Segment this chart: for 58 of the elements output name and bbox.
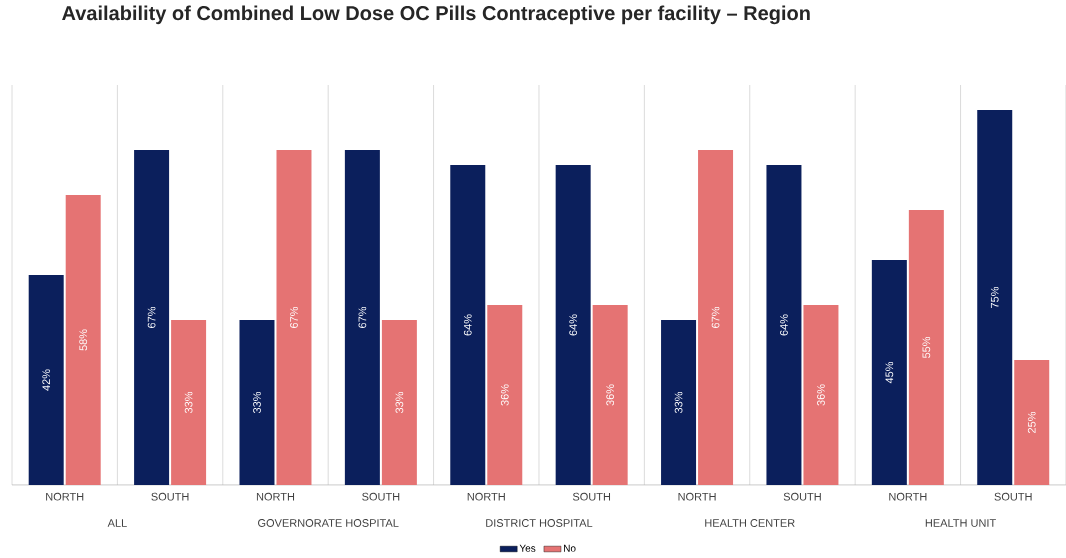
- data-label: 42%: [42, 369, 51, 391]
- x-tick-label: NORTH: [678, 492, 716, 501]
- text: HEALTH UNIT: [925, 519, 996, 527]
- data-label: 75%: [990, 286, 999, 308]
- bar: [28, 275, 64, 485]
- bar: [661, 320, 697, 485]
- text: HEALTH CENTER: [705, 519, 795, 527]
- data-label: 67%: [711, 306, 720, 328]
- bar: [171, 320, 207, 485]
- chart-title: Availability of Combined Low Dose OC Pills Contraceptive per facility – Region: [62, 5, 810, 25]
- bar: [381, 320, 417, 485]
- data-label: 36%: [817, 384, 825, 406]
- data-label: 64%: [569, 314, 578, 336]
- bar: [65, 195, 101, 485]
- data-label: 55%: [922, 336, 931, 359]
- data-label: 36%: [606, 384, 615, 406]
- text: GOVERNORATE HOSPITAL: [258, 519, 399, 527]
- bar: [698, 150, 734, 485]
- data-label: 64%: [780, 314, 788, 336]
- data-label: 45%: [885, 361, 894, 384]
- bar: [592, 305, 628, 485]
- x-tick-label: SOUTH: [572, 492, 611, 501]
- data-label: 33%: [395, 391, 404, 414]
- data-label: 36%: [500, 384, 509, 406]
- bar: [134, 150, 170, 485]
- data-label: 33%: [184, 391, 193, 414]
- x-tick-label: NORTH: [256, 492, 295, 501]
- x-tick-label: NORTH: [467, 492, 505, 501]
- x-tick-label: SOUTH: [151, 492, 189, 501]
- data-label: 64%: [463, 314, 472, 336]
- x-tick-label: NORTH: [889, 492, 927, 501]
- data-label: 25%: [1027, 411, 1036, 433]
- data-label: 33%: [253, 391, 261, 414]
- legend-label: No: [564, 544, 576, 552]
- data-label: 67%: [358, 306, 367, 328]
- x-tick-label: SOUTH: [994, 492, 1032, 501]
- data-label: 67%: [147, 306, 156, 328]
- data-label: 58%: [79, 329, 88, 351]
- bar: [344, 150, 380, 485]
- x-tick-label: SOUTH: [783, 492, 821, 501]
- bar: [239, 320, 275, 485]
- bar: [1014, 360, 1050, 485]
- text: DISTRICT HOSPITAL: [486, 519, 593, 527]
- x-tick-label: NORTH: [46, 492, 84, 501]
- data-label: 33%: [674, 391, 683, 414]
- bar: [766, 165, 802, 485]
- bar: [450, 165, 486, 485]
- bar: [908, 210, 944, 485]
- text: ALL: [107, 519, 127, 527]
- bar: [977, 110, 1013, 485]
- bar: [871, 260, 907, 485]
- bar: [487, 305, 523, 485]
- legend-label: Yes: [519, 544, 536, 552]
- bar: [276, 150, 312, 485]
- data-label: 67%: [290, 306, 298, 328]
- x-tick-label: SOUTH: [362, 492, 400, 501]
- bar: [555, 165, 591, 485]
- bar: [803, 305, 839, 485]
